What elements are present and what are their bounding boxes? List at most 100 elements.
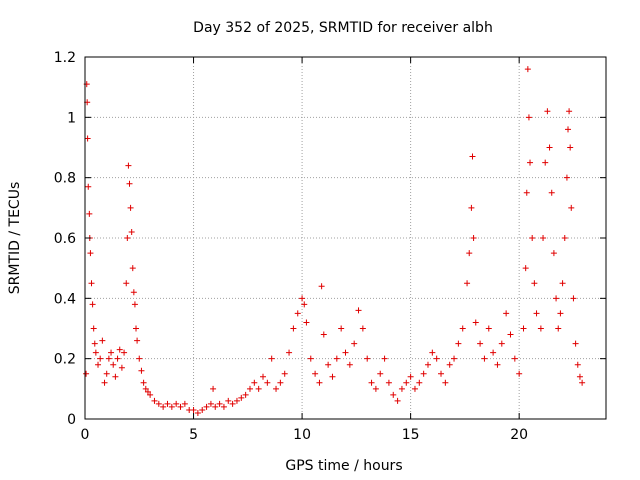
y-tick-label: 0.4: [54, 291, 76, 307]
data-point: [260, 373, 267, 380]
data-point: [429, 349, 436, 356]
data-point: [286, 349, 293, 356]
data-point: [110, 361, 117, 368]
x-tick-label: 10: [293, 427, 311, 443]
y-axis-ticks: 0 0.2 0.4 0.6 0.8 1 1.2: [54, 50, 606, 428]
data-point: [338, 325, 345, 332]
data-point: [516, 370, 523, 377]
data-point: [403, 379, 410, 386]
data-point: [537, 325, 544, 332]
data-point: [420, 370, 427, 377]
data-point: [138, 367, 145, 374]
data-point: [346, 361, 353, 368]
data-point: [576, 373, 583, 380]
data-point: [503, 310, 510, 317]
data-point: [307, 355, 314, 362]
data-point: [568, 204, 575, 211]
data-point: [134, 337, 141, 344]
data-point: [507, 331, 514, 338]
data-point: [563, 174, 570, 181]
x-tick-label: 20: [510, 427, 528, 443]
data-point: [255, 385, 262, 392]
y-tick-label: 0.6: [54, 231, 76, 247]
data-point: [520, 325, 527, 332]
y-tick-label: 1: [67, 110, 76, 126]
data-point: [90, 325, 97, 332]
data-point: [86, 210, 93, 217]
data-point: [97, 355, 104, 362]
data-point: [290, 325, 297, 332]
data-point: [140, 379, 147, 386]
data-point: [490, 349, 497, 356]
data-point: [177, 403, 184, 410]
data-point: [87, 250, 94, 257]
data-point: [565, 126, 572, 133]
data-point: [133, 325, 140, 332]
y-axis-label: SRMTID / TECUs: [7, 182, 23, 295]
data-point: [318, 283, 325, 290]
data-point: [542, 159, 549, 166]
data-point: [105, 355, 112, 362]
data-point: [147, 391, 154, 398]
y-tick-label: 0.2: [54, 352, 76, 368]
data-point: [442, 379, 449, 386]
data-point: [129, 265, 136, 272]
data-point: [359, 325, 366, 332]
data-point: [468, 204, 475, 211]
data-point: [320, 331, 327, 338]
y-tick-label: 0.8: [54, 171, 76, 187]
data-point: [351, 340, 358, 347]
data-point: [498, 340, 505, 347]
data-point: [277, 379, 284, 386]
data-point: [121, 349, 128, 356]
data-point: [127, 204, 134, 211]
data-point: [220, 403, 227, 410]
data-point: [555, 325, 562, 332]
data-point: [101, 379, 108, 386]
data-point: [494, 361, 501, 368]
data-point: [131, 301, 138, 308]
data-point: [103, 370, 110, 377]
data-point: [299, 295, 306, 302]
data-point: [136, 355, 143, 362]
data-point: [572, 340, 579, 347]
data-point: [333, 355, 340, 362]
data-point: [477, 340, 484, 347]
data-point: [316, 379, 323, 386]
data-point: [546, 144, 553, 151]
data-point: [89, 301, 96, 308]
data-points: [83, 66, 586, 416]
y-tick-label: 1.2: [54, 50, 76, 66]
data-point: [553, 295, 560, 302]
data-point: [114, 355, 121, 362]
data-point: [207, 400, 214, 407]
data-point: [511, 355, 518, 362]
data-point: [238, 394, 245, 401]
data-point: [92, 349, 99, 356]
data-point: [398, 385, 405, 392]
data-point: [281, 370, 288, 377]
data-point: [451, 355, 458, 362]
data-point: [125, 162, 132, 169]
data-point: [470, 235, 477, 241]
x-axis-label: GPS time / hours: [285, 458, 402, 474]
data-point: [229, 400, 236, 407]
y-tick-label: 0: [67, 412, 76, 428]
data-point: [523, 189, 530, 196]
data-point: [372, 385, 379, 392]
data-point: [469, 153, 476, 160]
data-point: [527, 159, 534, 166]
data-point: [411, 385, 418, 392]
data-point: [355, 307, 362, 314]
data-point: [242, 391, 249, 398]
data-point: [164, 400, 171, 407]
data-point: [533, 310, 540, 317]
data-point: [95, 361, 102, 368]
data-point: [325, 361, 332, 368]
data-point: [210, 385, 217, 392]
data-point: [485, 325, 492, 332]
data-point: [83, 370, 90, 377]
x-tick-label: 5: [189, 427, 198, 443]
